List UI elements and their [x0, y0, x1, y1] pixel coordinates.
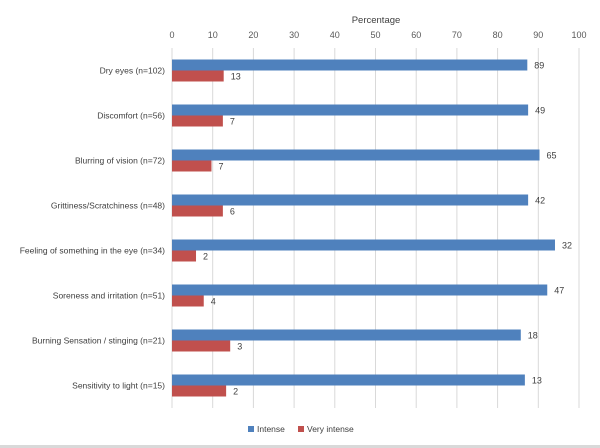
- x-tick-label: 90: [533, 30, 543, 40]
- category-label: Soreness and irritation (n=51): [53, 291, 165, 301]
- category-label: Discomfort (n=56): [97, 111, 165, 121]
- x-tick-label: 70: [452, 30, 462, 40]
- x-tick-label: 100: [571, 30, 586, 40]
- very-intense-bar: [172, 160, 212, 172]
- very-intense-data-label: 13: [231, 72, 241, 82]
- very-intense-data-label: 2: [233, 387, 238, 397]
- very-intense-bar: [172, 70, 224, 82]
- intense-data-label: 13: [532, 376, 542, 386]
- intense-bar: [172, 149, 540, 161]
- x-tick-label: 80: [493, 30, 503, 40]
- category-label: Dry eyes (n=102): [100, 66, 166, 76]
- intense-data-label: 18: [528, 331, 538, 341]
- intense-bar: [172, 329, 521, 341]
- bottom-divider: [0, 445, 600, 448]
- category-label: Feeling of something in the eye (n=34): [20, 246, 165, 256]
- x-tick-label: 60: [411, 30, 421, 40]
- very-intense-bar: [172, 295, 204, 307]
- very-intense-bar: [172, 340, 231, 352]
- x-axis-title: Percentage: [352, 15, 401, 26]
- category-label: Burning Sensation / stinging (n=21): [32, 336, 165, 346]
- legend-label-intense: Intense: [257, 424, 285, 434]
- x-tick-label: 40: [330, 30, 340, 40]
- intense-data-label: 89: [534, 61, 544, 71]
- x-tick-label: 0: [169, 30, 174, 40]
- category-labels: Dry eyes (n=102) Discomfort (n=56) Blurrin…: [20, 66, 165, 391]
- very-intense-bar: [172, 205, 223, 217]
- very-intense-data-label: 7: [230, 117, 235, 127]
- intense-data-label: 42: [535, 196, 545, 206]
- intense-data-label: 32: [562, 241, 572, 251]
- very-intense-data-label: 2: [203, 252, 208, 262]
- x-tick-label: 50: [370, 30, 380, 40]
- very-intense-data-label: 6: [230, 207, 235, 217]
- x-axis-ticks: 0 10 20 30 40 50 60 70 80 90 100: [169, 30, 586, 40]
- intense-bar: [172, 104, 529, 116]
- very-intense-bar: [172, 250, 197, 262]
- intense-bar: [172, 194, 529, 206]
- legend-swatch-very-intense: [298, 426, 304, 432]
- category-label: Blurring of vision (n=72): [75, 156, 165, 166]
- data-labels: 89 13 49 7 65 7 42 6 32 2 47 4 18 3 13 2: [203, 61, 572, 397]
- very-intense-data-label: 7: [218, 162, 223, 172]
- x-tick-label: 10: [208, 30, 218, 40]
- intense-data-label: 47: [554, 286, 564, 296]
- intense-data-label: 65: [547, 151, 557, 161]
- intense-bar: [172, 284, 548, 296]
- intense-bar: [172, 374, 525, 386]
- very-intense-bar: [172, 385, 227, 397]
- intense-bar: [172, 59, 528, 71]
- very-intense-data-label: 3: [237, 342, 242, 352]
- x-tick-label: 30: [289, 30, 299, 40]
- x-tick-label: 20: [248, 30, 258, 40]
- very-intense-data-label: 4: [211, 297, 216, 307]
- legend: Intense Very intense: [248, 424, 354, 434]
- intense-bar: [172, 239, 555, 251]
- intense-data-label: 49: [535, 106, 545, 116]
- bars: [172, 59, 555, 397]
- category-label: Sensitivity to light (n=15): [72, 381, 165, 391]
- legend-swatch-intense: [248, 426, 254, 432]
- category-label: Grittiness/Scratchiness (n=48): [51, 201, 165, 211]
- legend-label-very-intense: Very intense: [307, 424, 354, 434]
- gridlines: [171, 48, 580, 408]
- very-intense-bar: [172, 115, 223, 127]
